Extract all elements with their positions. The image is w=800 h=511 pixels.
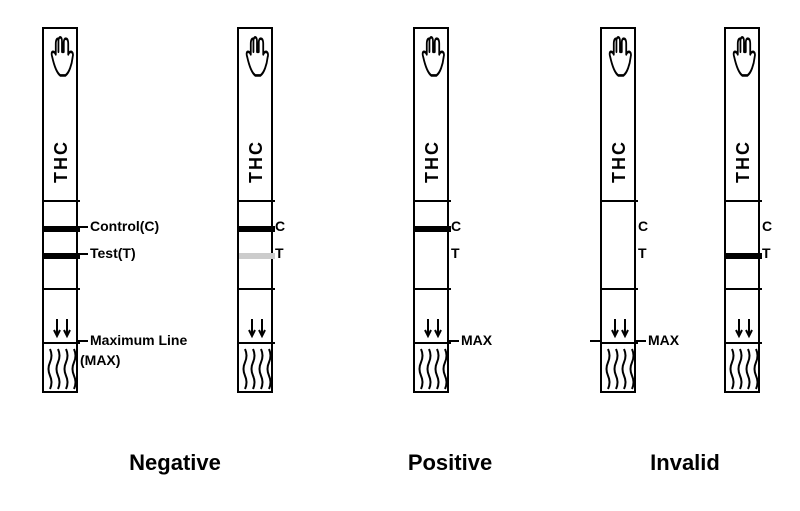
annotation-label: T (638, 245, 647, 261)
hand-icon (734, 37, 755, 75)
annotation-label: C (638, 218, 648, 234)
tick-mark (78, 337, 90, 345)
strip-graphics: THC (415, 29, 451, 395)
annotation-label: MAX (461, 332, 492, 348)
annotation-label: T (275, 245, 284, 261)
sample-waves-icon (49, 349, 76, 389)
sample-waves-icon (607, 349, 634, 389)
flow-arrows-icon (249, 319, 265, 336)
annotation-label: T (451, 245, 460, 261)
strip-analyte-label: THC (609, 140, 629, 183)
strip-analyte-label: THC (246, 140, 266, 183)
annotation-label: T (762, 245, 771, 261)
hand-icon (610, 37, 631, 75)
hand-icon (247, 37, 268, 75)
strip-graphics: THC (602, 29, 638, 395)
annotation-label: (MAX) (80, 352, 120, 368)
group-label-invalid: Invalid (600, 450, 770, 476)
tick-mark (588, 337, 600, 345)
annotation-label: Test(T) (90, 245, 136, 261)
tick-mark (78, 223, 90, 231)
strip-graphics: THC (239, 29, 275, 395)
sample-waves-icon (420, 349, 447, 389)
test-strip: THC (600, 27, 636, 393)
test-strip: THC (413, 27, 449, 393)
test-strip: THC (237, 27, 273, 393)
test-strip: THC (724, 27, 760, 393)
group-label-negative: Negative (75, 450, 275, 476)
hand-icon (423, 37, 444, 75)
group-label-positive: Positive (380, 450, 520, 476)
annotation-label: C (451, 218, 461, 234)
flow-arrows-icon (54, 319, 70, 336)
tick-mark (449, 337, 461, 345)
tick-mark (636, 337, 648, 345)
sample-waves-icon (731, 349, 758, 389)
diagram-root: THC Control(C) Test(T) Maximum Line (MAX) THC… (0, 0, 800, 511)
flow-arrows-icon (612, 319, 628, 336)
flow-arrows-icon (425, 319, 441, 336)
tick-mark (78, 250, 90, 258)
hand-icon (52, 37, 73, 75)
strip-analyte-label: THC (51, 140, 71, 183)
annotation-label: Control(C) (90, 218, 159, 234)
annotation-label: C (275, 218, 285, 234)
sample-waves-icon (244, 349, 271, 389)
strip-graphics: THC (44, 29, 80, 395)
strip-analyte-label: THC (422, 140, 442, 183)
strip-analyte-label: THC (733, 140, 753, 183)
strip-graphics: THC (726, 29, 762, 395)
annotation-label: Maximum Line (90, 332, 187, 348)
annotation-label: MAX (648, 332, 679, 348)
flow-arrows-icon (736, 319, 752, 336)
annotation-label: C (762, 218, 772, 234)
test-strip: THC (42, 27, 78, 393)
